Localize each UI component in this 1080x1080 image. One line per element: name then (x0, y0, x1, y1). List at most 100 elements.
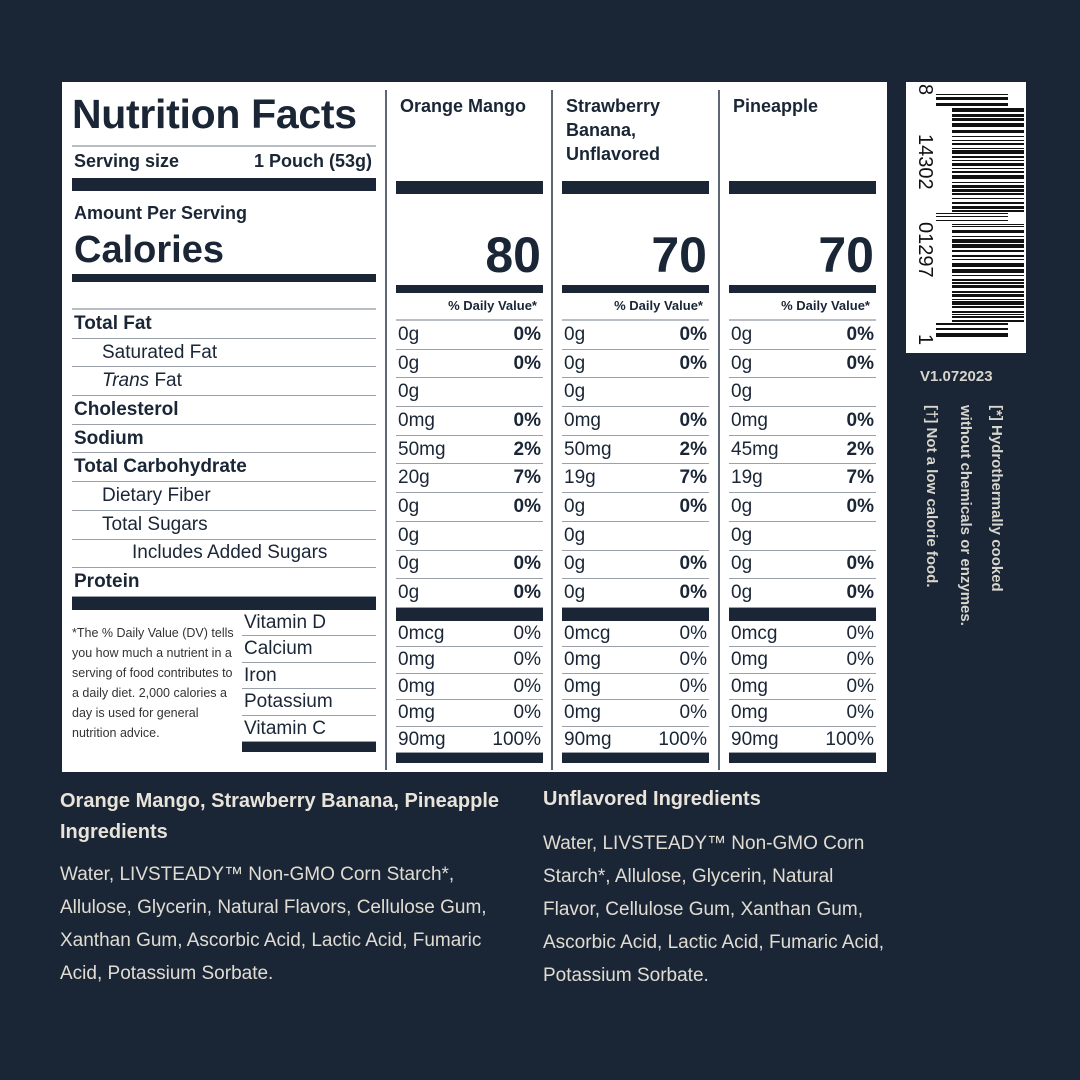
percent-dv: 0% (513, 582, 541, 604)
flavor-name: Strawberry Banana, Unflavored (566, 96, 661, 164)
barcode-bar (952, 118, 1024, 121)
barcode-bar (952, 263, 1024, 267)
amount: 0g (564, 323, 586, 345)
amount: 0g (398, 495, 420, 517)
barcode-bar (952, 314, 1024, 315)
amount: 0mg (564, 702, 601, 724)
vitamin-value-row: 0mg 0% (729, 674, 876, 701)
percent-dv: 0% (679, 409, 707, 431)
daily-value-footnote: *The % Daily Value (DV) tells you how mu… (72, 626, 234, 740)
thick-divider (396, 753, 543, 764)
nutrient-value-row: 0g (396, 378, 543, 408)
nutrient-row: Total Carbohydrate (72, 453, 376, 483)
barcode-bar (952, 150, 1024, 154)
nutrient-label: Cholesterol (74, 398, 179, 420)
percent-dv: 0% (846, 553, 874, 575)
nutrient-value-row: 0g 0% (729, 551, 876, 580)
barcode-bar (936, 220, 1008, 221)
calories-value: 70 (818, 227, 874, 283)
calories-label: Calories (74, 229, 224, 271)
nutrient-row: Saturated Fat (72, 339, 376, 368)
barcode-bar (936, 323, 1008, 325)
amount: 20g (398, 467, 430, 489)
nutrient-value-row: 19g 7% (729, 464, 876, 494)
barcode-bar (952, 123, 1024, 127)
barcode-bar (952, 198, 1024, 199)
nutrient-value-row: 50mg 2% (562, 436, 709, 465)
nutrient-row: Protein (72, 568, 376, 597)
amount: 0mg (398, 649, 435, 671)
percent-dv: 0% (513, 702, 541, 724)
amount: 0g (398, 352, 420, 374)
percent-dv: 0% (846, 409, 874, 431)
percent-dv: 0% (846, 495, 874, 517)
nutrient-value-row: 0g 0% (396, 321, 543, 350)
percent-dv: 0% (513, 553, 541, 575)
nutrient-value-row: 0g 0% (396, 579, 543, 608)
vitamin-row: Vitamin C (242, 716, 376, 743)
amount: 0g (564, 495, 586, 517)
thick-divider (396, 285, 543, 293)
percent-dv: 0% (846, 622, 874, 644)
vitamin-label: Vitamin D (244, 611, 327, 633)
barcode-bar (952, 193, 1024, 195)
daily-value-header: % Daily Value* (614, 298, 703, 313)
nutrient-value-row: 50mg 2% (396, 436, 543, 465)
nutrient-value-row: 19g 7% (562, 464, 709, 494)
amount: 0mg (398, 702, 435, 724)
nutrient-value-row: 0g (562, 378, 709, 408)
barcode-bar (952, 301, 1024, 305)
ingredients-section: Orange Mango, Strawberry Banana, Pineapp… (60, 786, 510, 990)
thick-divider (729, 753, 876, 764)
barcode-bars (936, 94, 1024, 337)
percent-dv: 100% (825, 728, 874, 750)
barcode-bar (952, 236, 1024, 237)
vitamin-value-row: 0mcg 0% (396, 621, 543, 648)
amount: 50mg (564, 438, 612, 460)
nutrient-value-row: 0g 0% (396, 350, 543, 379)
percent-dv: 0% (679, 675, 707, 697)
percent-dv: 0% (513, 649, 541, 671)
divider (72, 308, 376, 310)
vitamin-row: Calcium (242, 636, 376, 663)
barcode-bar (952, 282, 1024, 284)
ingredients-text: Water, LIVSTEADY™ Non-GMO Corn Starch*, … (60, 864, 487, 984)
flavor-column: Pineapple 70 % Daily Value* 0g 0% 0g 0% 0g 0m… (729, 90, 876, 764)
nutrient-label: Dietary Fiber (102, 484, 211, 506)
amount: 0g (398, 553, 420, 575)
serving-size: Serving size 1 Pouch (53g) (72, 147, 376, 175)
nutrient-label: Protein (74, 571, 140, 593)
barcode-bar (952, 202, 1024, 204)
barcode-bar (952, 175, 1024, 179)
nutrition-facts-label: Nutrition Facts Serving size 1 Pouch (53… (62, 82, 887, 772)
amount: 0g (398, 524, 420, 546)
barcode-bar (952, 156, 1024, 158)
amount: 0mg (564, 675, 601, 697)
barcode-bar (952, 130, 1024, 133)
percent-dv: 2% (513, 438, 541, 460)
thick-divider (242, 742, 376, 753)
barcode-bar (952, 306, 1024, 308)
barcode-bar (952, 320, 1024, 322)
percent-dv: 0% (513, 675, 541, 697)
nutrient-row: Includes Added Sugars (72, 540, 376, 569)
amount: 0mg (398, 409, 435, 431)
nutrient-row: Cholesterol (72, 396, 376, 425)
percent-dv: 0% (679, 702, 707, 724)
barcode-bar (952, 224, 1024, 225)
barcode-bar (952, 189, 1024, 192)
amount: 0mcg (731, 622, 778, 644)
divider (396, 319, 543, 321)
thick-divider (562, 753, 709, 764)
flavor-name: Orange Mango (400, 96, 527, 116)
percent-dv: 0% (513, 323, 541, 345)
barcode-bar (936, 94, 1008, 95)
amount: 50mg (398, 438, 446, 460)
calories-value: 80 (485, 227, 541, 283)
barcode-bar (952, 210, 1024, 212)
amount: 0mcg (564, 622, 611, 644)
barcode-bar (952, 185, 1024, 188)
vitamin-value-row: 0mg 0% (396, 647, 543, 674)
ingredients-heading: Orange Mango, Strawberry Banana, Pineapp… (60, 790, 500, 843)
barcode-bar (952, 294, 1024, 297)
